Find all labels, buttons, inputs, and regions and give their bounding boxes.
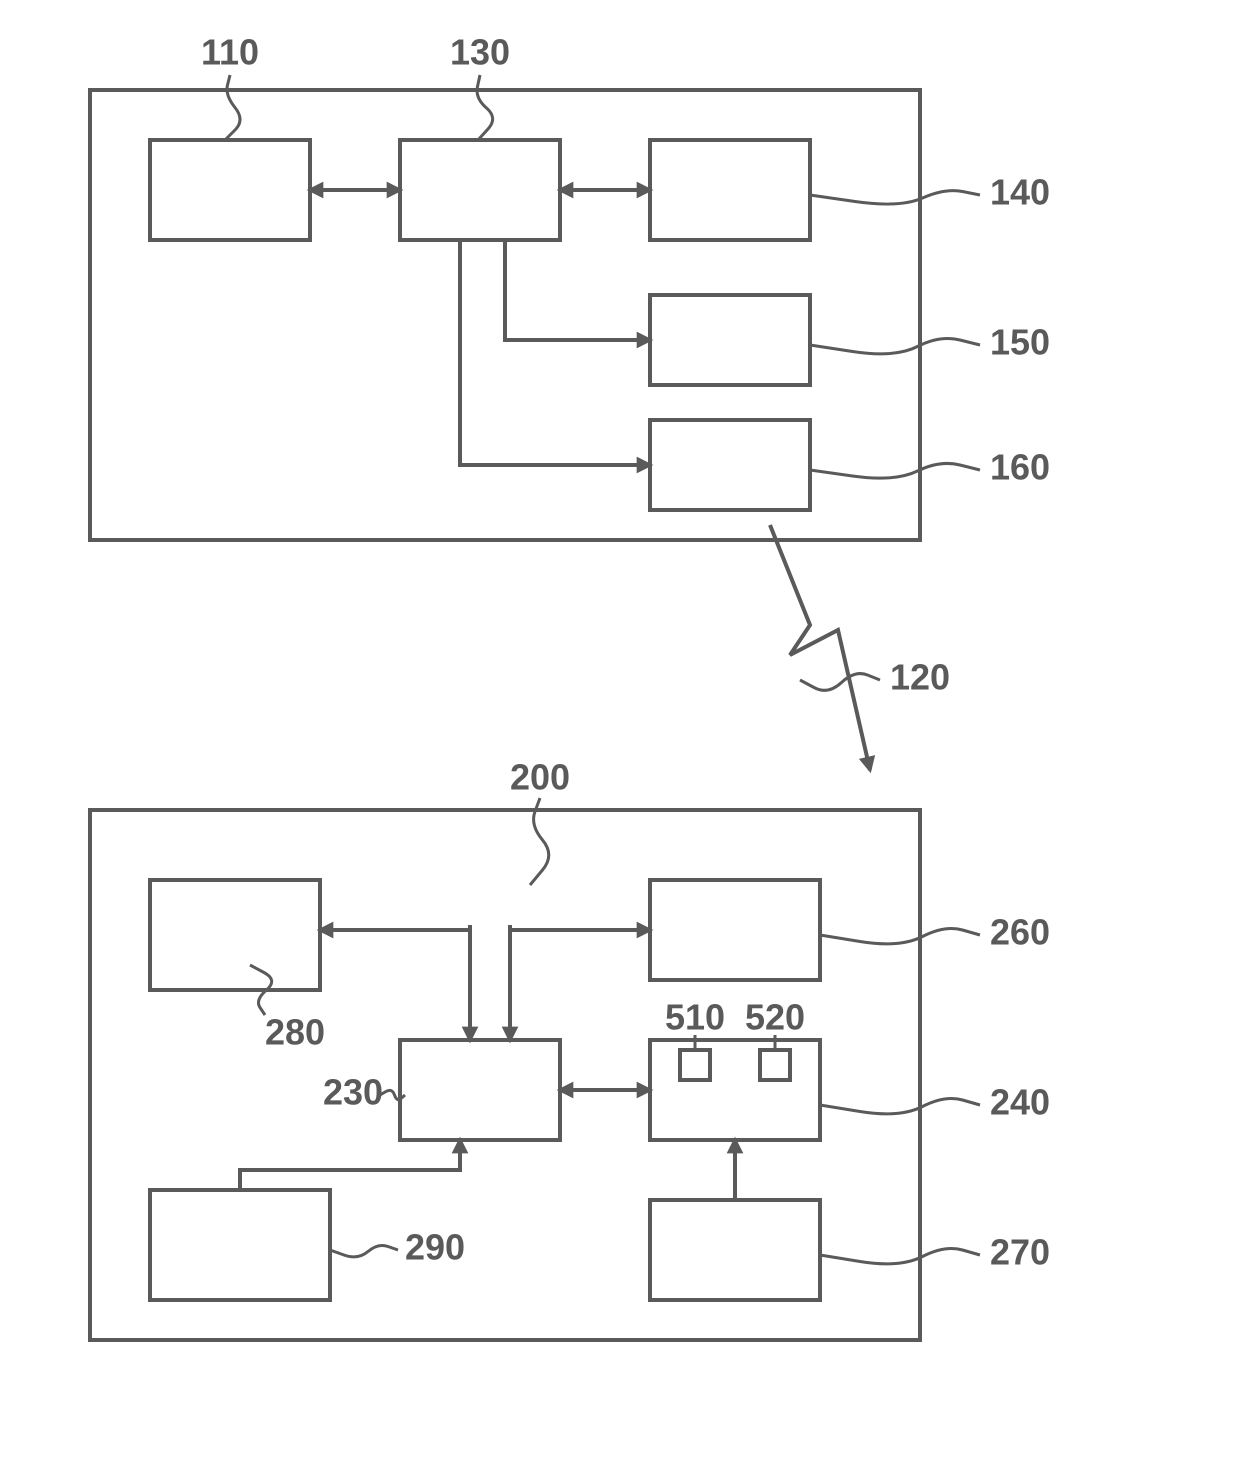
label-l240: 240 [990, 1082, 1050, 1123]
label-l520: 520 [745, 997, 805, 1038]
label-l140: 140 [990, 172, 1050, 213]
block-b240 [650, 1040, 820, 1140]
block-b140 [650, 140, 810, 240]
label-l280: 280 [265, 1012, 325, 1053]
label-l110: 110 [201, 32, 259, 73]
label-l200: 200 [510, 757, 570, 798]
label-l290: 290 [405, 1227, 465, 1268]
block-b260 [650, 880, 820, 980]
block-b230 [400, 1040, 560, 1140]
label-l160: 160 [990, 447, 1050, 488]
block-b160 [650, 420, 810, 510]
block-b520 [760, 1050, 790, 1080]
block-b130 [400, 140, 560, 240]
label-l270: 270 [990, 1232, 1050, 1273]
wireless-link-icon [770, 525, 870, 770]
block-b280 [150, 880, 320, 990]
label-l510: 510 [665, 997, 725, 1038]
leader-l120 [800, 674, 880, 691]
block-b290 [150, 1190, 330, 1300]
label-l120: 120 [890, 657, 950, 698]
label-l150: 150 [990, 322, 1050, 363]
label-l230: 230 [323, 1072, 383, 1113]
block-b270 [650, 1200, 820, 1300]
block-b510 [680, 1050, 710, 1080]
block-b150 [650, 295, 810, 385]
label-l260: 260 [990, 912, 1050, 953]
label-l130: 130 [450, 32, 510, 73]
block-b110 [150, 140, 310, 240]
